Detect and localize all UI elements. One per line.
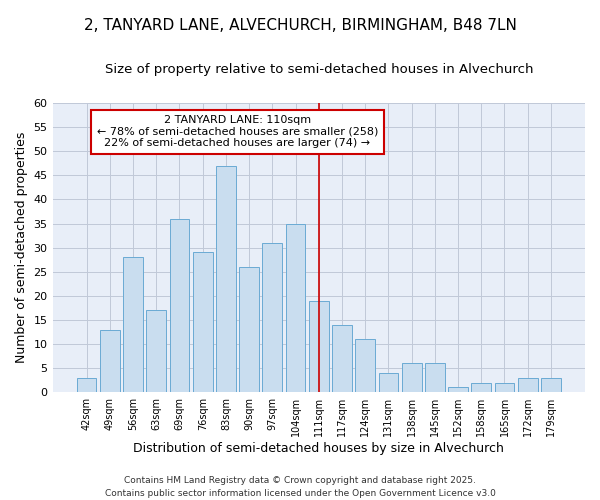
Bar <box>355 339 375 392</box>
Bar <box>309 300 329 392</box>
Text: 2, TANYARD LANE, ALVECHURCH, BIRMINGHAM, B48 7LN: 2, TANYARD LANE, ALVECHURCH, BIRMINGHAM,… <box>83 18 517 32</box>
Bar <box>193 252 212 392</box>
Bar <box>216 166 236 392</box>
Bar <box>170 218 190 392</box>
Bar <box>472 382 491 392</box>
Text: 2 TANYARD LANE: 110sqm
← 78% of semi-detached houses are smaller (258)
22% of se: 2 TANYARD LANE: 110sqm ← 78% of semi-det… <box>97 115 378 148</box>
Bar <box>123 258 143 392</box>
Bar <box>262 243 282 392</box>
Bar <box>146 310 166 392</box>
Bar <box>239 267 259 392</box>
Title: Size of property relative to semi-detached houses in Alvechurch: Size of property relative to semi-detach… <box>104 62 533 76</box>
Bar <box>379 373 398 392</box>
Bar <box>332 324 352 392</box>
Bar <box>448 388 468 392</box>
Text: Contains HM Land Registry data © Crown copyright and database right 2025.
Contai: Contains HM Land Registry data © Crown c… <box>104 476 496 498</box>
Bar <box>518 378 538 392</box>
Bar <box>402 364 422 392</box>
Bar <box>100 330 119 392</box>
X-axis label: Distribution of semi-detached houses by size in Alvechurch: Distribution of semi-detached houses by … <box>133 442 504 455</box>
Y-axis label: Number of semi-detached properties: Number of semi-detached properties <box>15 132 28 364</box>
Bar <box>494 382 514 392</box>
Bar <box>286 224 305 392</box>
Bar <box>425 364 445 392</box>
Bar <box>77 378 97 392</box>
Bar <box>541 378 561 392</box>
